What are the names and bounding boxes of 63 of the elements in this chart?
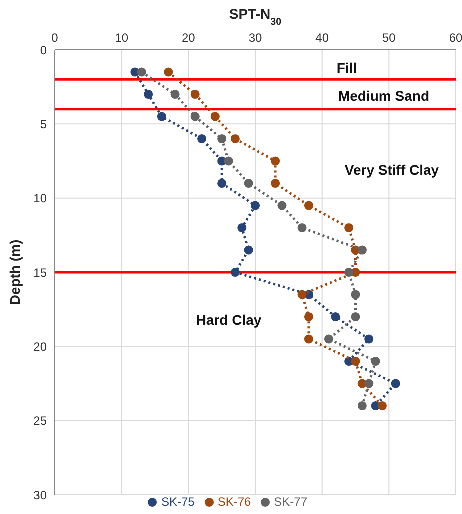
point: [304, 312, 314, 322]
y-tick-label: 0: [40, 43, 48, 58]
x-tick-label: 30: [248, 31, 262, 45]
point: [364, 379, 374, 388]
annotation: Medium Sand: [338, 88, 430, 104]
point: [304, 201, 314, 210]
point: [351, 290, 360, 300]
y-tick-label: 10: [34, 192, 48, 206]
point: [157, 112, 166, 122]
point: [278, 201, 287, 210]
point: [137, 68, 146, 77]
point: [358, 401, 367, 411]
legend-label: SK-76: [218, 495, 252, 509]
point: [144, 90, 154, 100]
x-tick-label: 20: [182, 31, 196, 45]
y-axis-title: Depth (m): [7, 240, 23, 306]
point: [210, 112, 220, 122]
x-tick-label: 60: [449, 31, 462, 45]
point: [230, 134, 240, 144]
y-tick-label: 20: [34, 340, 48, 354]
point: [378, 401, 387, 411]
point: [224, 156, 234, 166]
point: [371, 356, 380, 366]
point: [351, 312, 360, 322]
annotation: Fill: [336, 60, 358, 76]
point: [218, 134, 227, 144]
point: [324, 334, 334, 344]
point: [351, 356, 360, 366]
point: [198, 134, 207, 144]
x-tick-label: 10: [115, 31, 129, 45]
point: [244, 246, 254, 255]
legend-label: SK-77: [274, 495, 308, 509]
point: [230, 268, 240, 278]
x-tick-label: 40: [316, 31, 330, 45]
point: [170, 90, 180, 100]
point: [298, 223, 307, 233]
y-tick-label: 5: [40, 117, 48, 132]
y-tick-label: 30: [34, 488, 48, 502]
x-tick-label: 0: [52, 31, 59, 45]
y-tick-label: 15: [34, 266, 48, 280]
point: [331, 312, 340, 322]
x-axis-title: SPT-N$_{30}$: [229, 6, 282, 28]
point: [244, 178, 254, 188]
point: [271, 178, 280, 188]
point: [190, 90, 200, 100]
point: [364, 334, 374, 344]
point: [304, 334, 314, 344]
point: [298, 290, 307, 300]
annotation: Very Stiff Clay: [344, 162, 440, 178]
point: [391, 379, 400, 388]
annotation: Hard Clay: [196, 312, 262, 328]
point: [238, 223, 247, 233]
point: [218, 178, 227, 188]
x-tick-label: 50: [382, 31, 396, 45]
point: [358, 246, 367, 255]
point: [344, 223, 354, 233]
point: [271, 156, 280, 166]
point: [164, 68, 174, 77]
y-tick-label: 25: [34, 414, 48, 428]
point: [190, 112, 200, 122]
point: [344, 268, 354, 278]
legend-label: SK-75: [161, 495, 195, 509]
point: [250, 201, 260, 210]
